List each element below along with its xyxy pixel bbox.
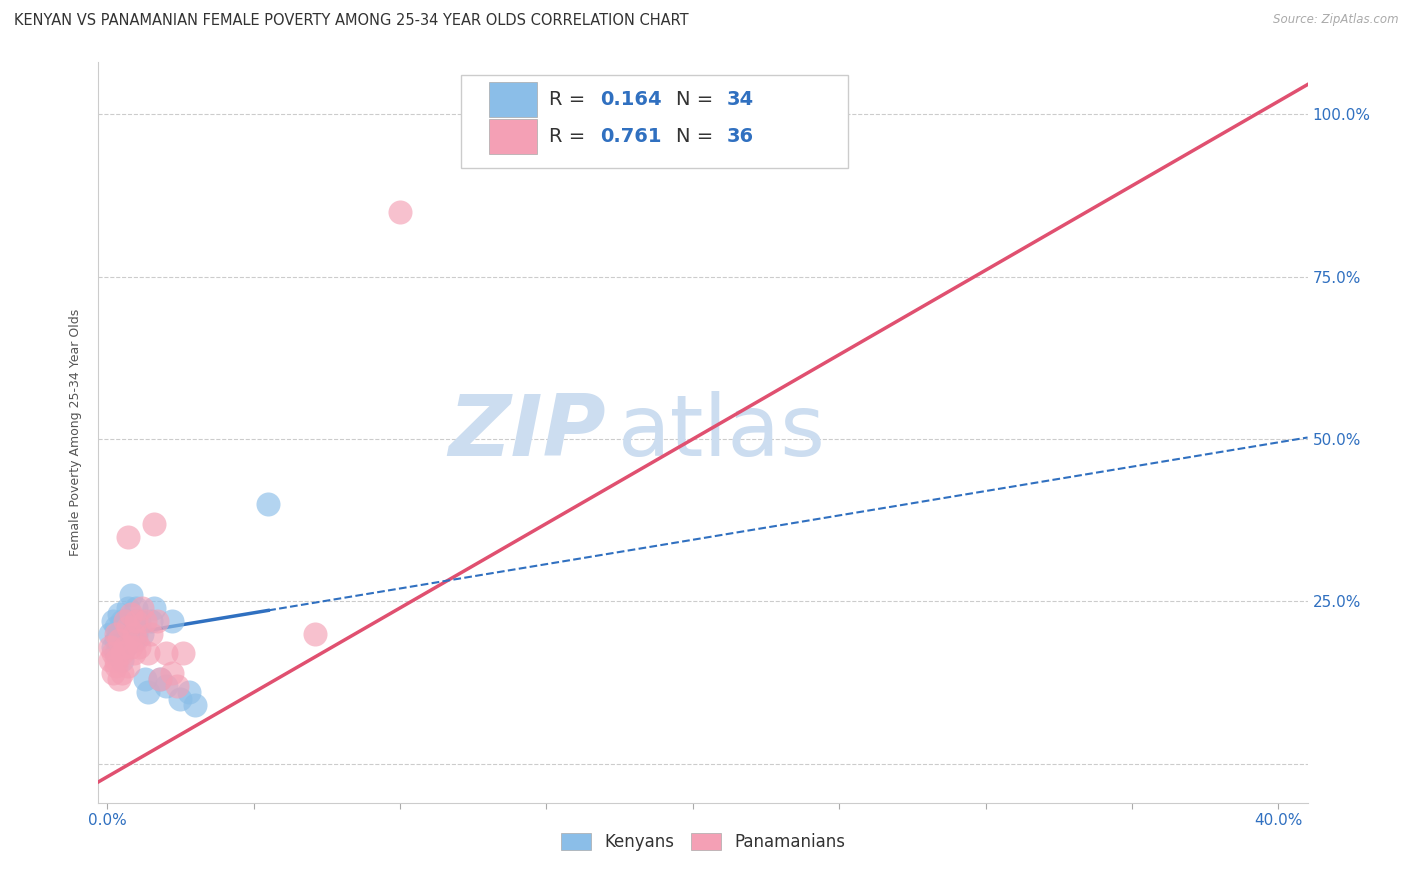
- Point: [101, 665, 124, 680]
- Point: [125, 627, 148, 641]
- Point: [155, 679, 177, 693]
- Point: [120, 607, 142, 622]
- Point: [125, 601, 148, 615]
- Text: 34: 34: [727, 90, 754, 109]
- Y-axis label: Female Poverty Among 25-34 Year Olds: Female Poverty Among 25-34 Year Olds: [69, 309, 83, 557]
- Point: [108, 627, 131, 641]
- FancyBboxPatch shape: [461, 75, 848, 168]
- Point: [108, 633, 131, 648]
- Point: [122, 633, 145, 648]
- Point: [136, 647, 159, 661]
- Point: [304, 627, 326, 641]
- Point: [114, 614, 136, 628]
- FancyBboxPatch shape: [489, 119, 537, 154]
- Point: [143, 516, 166, 531]
- Point: [179, 685, 201, 699]
- Point: [111, 653, 134, 667]
- Point: [104, 647, 127, 661]
- Point: [108, 607, 131, 622]
- Point: [117, 620, 139, 634]
- Point: [131, 601, 153, 615]
- Point: [117, 659, 139, 673]
- Point: [117, 529, 139, 543]
- Text: KENYAN VS PANAMANIAN FEMALE POVERTY AMONG 25-34 YEAR OLDS CORRELATION CHART: KENYAN VS PANAMANIAN FEMALE POVERTY AMON…: [14, 13, 689, 29]
- Point: [108, 673, 131, 687]
- Point: [120, 588, 142, 602]
- Text: R =: R =: [550, 90, 592, 109]
- Point: [136, 685, 159, 699]
- Point: [149, 673, 172, 687]
- Point: [98, 627, 121, 641]
- Point: [111, 665, 134, 680]
- Point: [104, 627, 127, 641]
- Point: [169, 692, 191, 706]
- Point: [134, 614, 156, 628]
- Point: [114, 620, 136, 634]
- Point: [134, 673, 156, 687]
- Point: [104, 633, 127, 648]
- Point: [172, 647, 194, 661]
- Text: 0.761: 0.761: [600, 127, 662, 146]
- Point: [117, 601, 139, 615]
- Point: [104, 653, 127, 667]
- Point: [101, 614, 124, 628]
- Point: [257, 497, 280, 511]
- Point: [101, 640, 124, 654]
- Text: ZIP: ZIP: [449, 391, 606, 475]
- Point: [139, 627, 162, 641]
- Point: [114, 640, 136, 654]
- Point: [155, 647, 177, 661]
- Point: [104, 659, 127, 673]
- Point: [120, 620, 142, 634]
- Point: [128, 614, 150, 628]
- Point: [128, 640, 150, 654]
- Point: [98, 653, 121, 667]
- Text: 36: 36: [727, 127, 754, 146]
- Point: [101, 647, 124, 661]
- Text: Source: ZipAtlas.com: Source: ZipAtlas.com: [1274, 13, 1399, 27]
- Point: [166, 679, 188, 693]
- Text: 0.164: 0.164: [600, 90, 662, 109]
- Legend: Kenyans, Panamanians: Kenyans, Panamanians: [554, 826, 852, 857]
- Point: [146, 614, 169, 628]
- Point: [111, 633, 134, 648]
- Point: [388, 204, 411, 219]
- Point: [122, 614, 145, 628]
- Text: atlas: atlas: [619, 391, 827, 475]
- Point: [120, 640, 142, 654]
- Point: [160, 614, 183, 628]
- Point: [122, 627, 145, 641]
- Point: [111, 614, 134, 628]
- Point: [117, 614, 139, 628]
- Point: [143, 601, 166, 615]
- Point: [111, 647, 134, 661]
- Point: [125, 633, 148, 648]
- Point: [125, 614, 148, 628]
- Point: [114, 640, 136, 654]
- Text: N =: N =: [676, 127, 720, 146]
- Text: R =: R =: [550, 127, 592, 146]
- Text: N =: N =: [676, 90, 720, 109]
- Point: [131, 627, 153, 641]
- Point: [104, 620, 127, 634]
- Point: [139, 614, 162, 628]
- Point: [149, 673, 172, 687]
- Point: [122, 647, 145, 661]
- Point: [98, 640, 121, 654]
- FancyBboxPatch shape: [489, 82, 537, 117]
- Point: [184, 698, 207, 713]
- Point: [160, 665, 183, 680]
